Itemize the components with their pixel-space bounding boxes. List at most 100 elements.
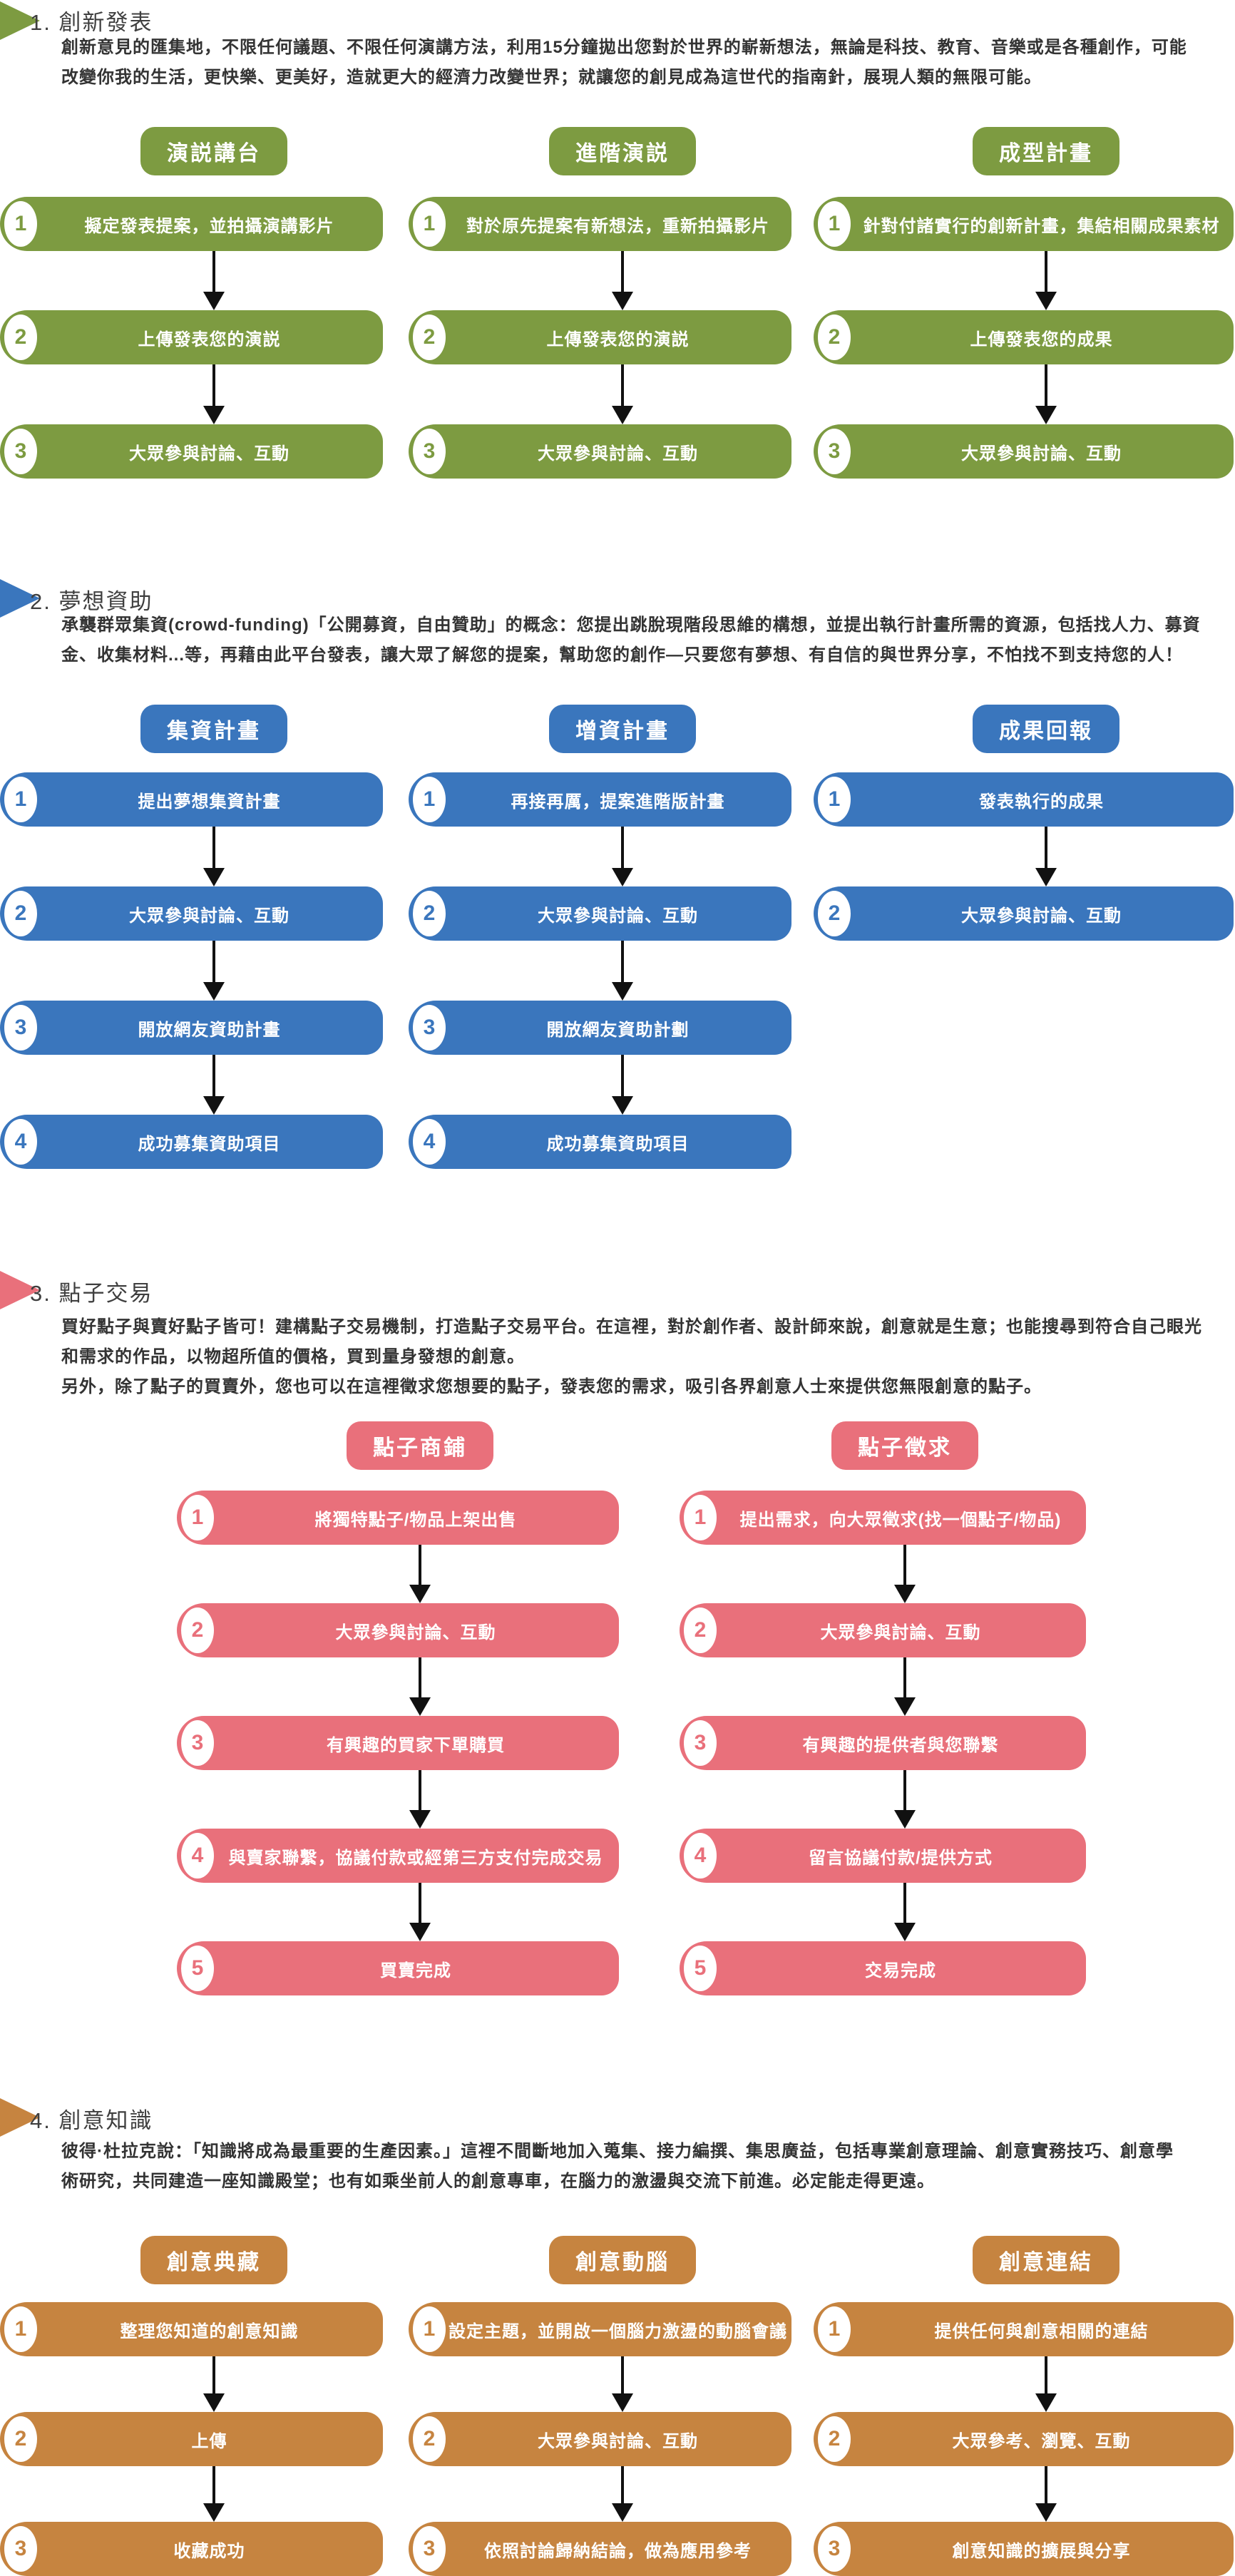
arrow-head (612, 2503, 633, 2522)
step-label: 依照討論歸納結論，做為應用參考 (484, 2541, 752, 2561)
step-number-badge: 3 (818, 2526, 851, 2572)
step-label: 再接再厲，提案進階版計畫 (511, 792, 725, 812)
arrow-head (409, 1585, 431, 1603)
step-label: 大眾參考、瀏覽、互動 (952, 2431, 1131, 2451)
flow-down-arrow-icon (203, 2356, 225, 2412)
section-title: 4. 創意知識 (30, 2108, 153, 2133)
step-pill: 4 成功募集資助項目 (0, 1115, 383, 1169)
step-number-badge: 5 (684, 1946, 717, 1991)
step-number-badge: 1 (818, 2306, 851, 2352)
step-number-badge: 2 (4, 315, 37, 360)
step-number-badge: 1 (684, 1495, 717, 1540)
arrow-head (894, 1585, 916, 1603)
step-label: 上傳發表您的演説 (138, 329, 281, 349)
step-pill: 3 大眾參與討論、互動 (409, 424, 791, 479)
step-pill: 3 有興趣的提供者與您聯繫 (680, 1716, 1086, 1770)
section-paragraph: 買好點子與賣好點子皆可！建構點子交易機制，打造點子交易平台。在這裡，對於創作者、… (61, 1312, 1209, 1402)
step-pill: 1 提出需求，向大眾徵求(找一個點子/物品) (680, 1491, 1086, 1545)
step-number-badge: 2 (818, 315, 851, 360)
step-label: 成功募集資助項目 (138, 1134, 281, 1154)
step-number-badge: 1 (4, 2306, 37, 2352)
step-label: 買賣完成 (380, 1961, 451, 1980)
step-pill: 1 提供任何與創意相關的連結 (814, 2302, 1234, 2356)
paragraph-line: 金、收集材料...等，再藉由此平台發表，讓大眾了解您的提案，幫助您的創作—只要您… (61, 645, 1183, 665)
arrow-head (612, 868, 633, 886)
flow-down-arrow-icon (409, 1883, 431, 1941)
step-pill: 3 開放網友資助計畫 (0, 1001, 383, 1055)
step-pill: 1 針對付諸實行的創新計畫，集結相關成果素材 (814, 197, 1234, 251)
flow-down-arrow-icon (612, 941, 633, 1001)
arrow-head (894, 1923, 916, 1941)
arrow-head (612, 1096, 633, 1115)
stage-header-pill: 集資計畫 (140, 705, 287, 753)
step-pill: 1 設定主題，並開啟一個腦力激盪的動腦會議 (409, 2302, 791, 2356)
section-arrow-icon (0, 579, 40, 618)
step-label: 針對付諸實行的創新計畫，集結相關成果素材 (863, 216, 1220, 236)
section-title: 2. 夢想資助 (30, 589, 153, 614)
step-number-badge: 3 (181, 1720, 214, 1766)
step-pill: 1 提出夢想集資計畫 (0, 772, 383, 827)
step-number-badge: 2 (413, 315, 446, 360)
step-pill: 3 創意知識的擴展與分享 (814, 2522, 1234, 2576)
arrow-head (203, 982, 225, 1001)
step-pill: 2 大眾參與討論、互動 (0, 886, 383, 941)
section-title: 3. 點子交易 (30, 1281, 153, 1306)
arrow-head (1035, 868, 1057, 886)
arrow-stem (419, 1770, 421, 1811)
arrow-head (894, 1697, 916, 1716)
step-pill: 2 上傳發表您的演説 (0, 310, 383, 364)
flow-down-arrow-icon (612, 1055, 633, 1115)
arrow-head (1035, 2503, 1057, 2522)
step-pill: 2 大眾參與討論、互動 (814, 886, 1234, 941)
step-pill: 5 交易完成 (680, 1941, 1086, 1995)
flow-down-arrow-icon (1035, 2356, 1057, 2412)
step-pill: 3 有興趣的買家下單購買 (177, 1716, 619, 1770)
arrow-stem (419, 1657, 421, 1699)
step-number-badge: 3 (413, 2526, 446, 2572)
flow-down-arrow-icon (612, 827, 633, 886)
arrow-stem (621, 2466, 624, 2505)
flow-down-arrow-icon (203, 941, 225, 1001)
arrow-stem (903, 1657, 906, 1699)
step-pill: 3 收藏成功 (0, 2522, 383, 2576)
arrow-stem (621, 827, 624, 869)
flow-down-arrow-icon (203, 364, 225, 424)
arrow-head (1035, 292, 1057, 310)
paragraph-line: 承襲群眾集資(crowd-funding)「公開募資，自由贊助」的概念：您提出跳… (61, 615, 1201, 635)
step-number-badge: 5 (181, 1946, 214, 1991)
step-number-badge: 2 (4, 891, 37, 936)
step-number-badge: 4 (684, 1833, 717, 1879)
step-label: 提出夢想集資計畫 (138, 792, 281, 812)
arrow-head (612, 406, 633, 424)
step-pill: 2 大眾參與討論、互動 (409, 2412, 791, 2466)
arrow-stem (903, 1545, 906, 1586)
step-number-badge: 2 (413, 2416, 446, 2462)
arrow-stem (212, 251, 215, 293)
arrow-head (203, 292, 225, 310)
section-arrow-icon (0, 1, 40, 40)
arrow-stem (621, 251, 624, 293)
arrow-head (612, 292, 633, 310)
stage-header-pill: 演説講台 (140, 127, 287, 175)
flow-down-arrow-icon (203, 251, 225, 310)
section-paragraph: 承襲群眾集資(crowd-funding)「公開募資，自由贊助」的概念：您提出跳… (61, 610, 1209, 670)
step-pill: 3 大眾參與討論、互動 (0, 424, 383, 479)
flow-down-arrow-icon (203, 827, 225, 886)
paragraph-line: 創新意見的匯集地，不限任何議題、不限任何演講方法，利用15分鐘拋出您對於世界的嶄… (61, 38, 1187, 57)
step-label: 大眾參與討論、互動 (961, 444, 1122, 464)
section-paragraph: 彼得·杜拉克說：「知識將成為最重要的生產因素。」這裡不間斷地加入蒐集、接力編撰、… (61, 2137, 1209, 2197)
paragraph-line: 和需求的作品，以物超所值的價格，買到量身發想的創意。 (61, 1347, 525, 1366)
arrow-stem (212, 827, 215, 869)
arrow-head (409, 1923, 431, 1941)
arrow-stem (419, 1545, 421, 1586)
step-label: 上傳 (191, 2431, 227, 2451)
stage-header-pill: 進階演説 (549, 127, 696, 175)
step-label: 上傳發表您的成果 (970, 329, 1113, 349)
arrow-stem (621, 941, 624, 983)
step-pill: 4 留言協議付款/提供方式 (680, 1829, 1086, 1883)
arrow-stem (1045, 364, 1047, 407)
step-label: 大眾參與討論、互動 (961, 906, 1122, 926)
step-pill: 4 成功募集資助項目 (409, 1115, 791, 1169)
flow-down-arrow-icon (894, 1657, 916, 1716)
